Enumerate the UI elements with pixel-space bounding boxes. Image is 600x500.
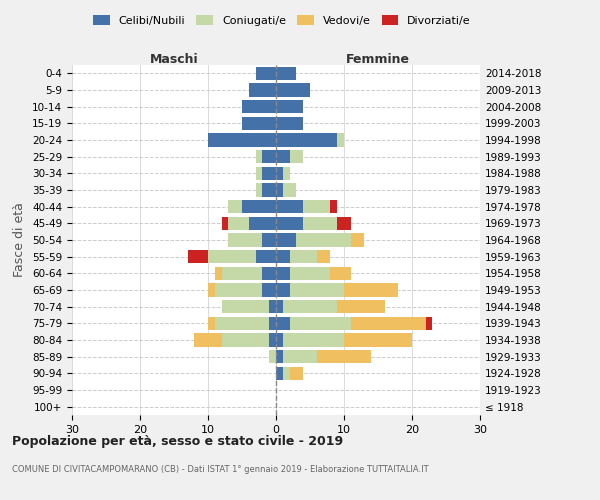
Bar: [276, 134, 337, 146]
Bar: [276, 200, 303, 213]
Bar: [290, 150, 303, 164]
Bar: [229, 234, 262, 246]
Bar: [188, 250, 208, 264]
Bar: [337, 134, 344, 146]
Bar: [276, 216, 303, 230]
Bar: [337, 216, 351, 230]
Bar: [276, 150, 290, 164]
Bar: [276, 316, 290, 330]
Bar: [283, 300, 337, 314]
Bar: [249, 216, 276, 230]
Bar: [221, 266, 262, 280]
Bar: [262, 150, 276, 164]
Bar: [276, 366, 283, 380]
Bar: [208, 284, 215, 296]
Bar: [344, 284, 398, 296]
Bar: [290, 366, 303, 380]
Bar: [303, 200, 331, 213]
Bar: [262, 184, 276, 196]
Bar: [296, 234, 351, 246]
Bar: [276, 66, 296, 80]
Bar: [269, 350, 276, 364]
Bar: [276, 234, 296, 246]
Bar: [262, 284, 276, 296]
Bar: [269, 316, 276, 330]
Bar: [229, 200, 242, 213]
Bar: [215, 284, 262, 296]
Bar: [276, 300, 283, 314]
Bar: [208, 316, 215, 330]
Bar: [276, 284, 290, 296]
Bar: [256, 250, 276, 264]
Bar: [269, 334, 276, 346]
Y-axis label: Fasce di età: Fasce di età: [13, 202, 26, 278]
Bar: [256, 166, 262, 180]
Bar: [221, 216, 229, 230]
Bar: [194, 334, 221, 346]
Bar: [276, 334, 283, 346]
Bar: [317, 350, 371, 364]
Bar: [215, 316, 269, 330]
Bar: [283, 366, 290, 380]
Text: COMUNE DI CIVITACAMPOMARANO (CB) - Dati ISTAT 1° gennaio 2019 - Elaborazione TUT: COMUNE DI CIVITACAMPOMARANO (CB) - Dati …: [12, 465, 428, 474]
Bar: [331, 200, 337, 213]
Bar: [276, 100, 303, 114]
Bar: [276, 84, 310, 96]
Bar: [242, 100, 276, 114]
Bar: [242, 200, 276, 213]
Bar: [283, 350, 317, 364]
Bar: [283, 184, 296, 196]
Bar: [290, 316, 351, 330]
Bar: [331, 266, 351, 280]
Bar: [425, 316, 433, 330]
Bar: [221, 334, 269, 346]
Bar: [283, 334, 344, 346]
Bar: [208, 250, 256, 264]
Bar: [303, 216, 337, 230]
Bar: [344, 334, 412, 346]
Bar: [276, 166, 283, 180]
Bar: [208, 134, 276, 146]
Bar: [290, 266, 331, 280]
Text: Maschi: Maschi: [149, 53, 199, 66]
Bar: [276, 350, 283, 364]
Bar: [276, 116, 303, 130]
Bar: [262, 234, 276, 246]
Bar: [276, 184, 283, 196]
Bar: [249, 84, 276, 96]
Bar: [256, 150, 262, 164]
Text: Popolazione per età, sesso e stato civile - 2019: Popolazione per età, sesso e stato civil…: [12, 435, 343, 448]
Bar: [317, 250, 331, 264]
Bar: [256, 184, 262, 196]
Bar: [276, 250, 290, 264]
Bar: [290, 250, 317, 264]
Bar: [337, 300, 385, 314]
Text: Femmine: Femmine: [346, 53, 410, 66]
Bar: [262, 166, 276, 180]
Bar: [229, 216, 249, 230]
Bar: [276, 266, 290, 280]
Bar: [351, 316, 425, 330]
Legend: Celibi/Nubili, Coniugati/e, Vedovi/e, Divorziati/e: Celibi/Nubili, Coniugati/e, Vedovi/e, Di…: [89, 10, 475, 30]
Bar: [290, 284, 344, 296]
Bar: [221, 300, 269, 314]
Bar: [283, 166, 290, 180]
Bar: [351, 234, 364, 246]
Bar: [215, 266, 221, 280]
Bar: [256, 66, 276, 80]
Bar: [262, 266, 276, 280]
Bar: [242, 116, 276, 130]
Bar: [269, 300, 276, 314]
